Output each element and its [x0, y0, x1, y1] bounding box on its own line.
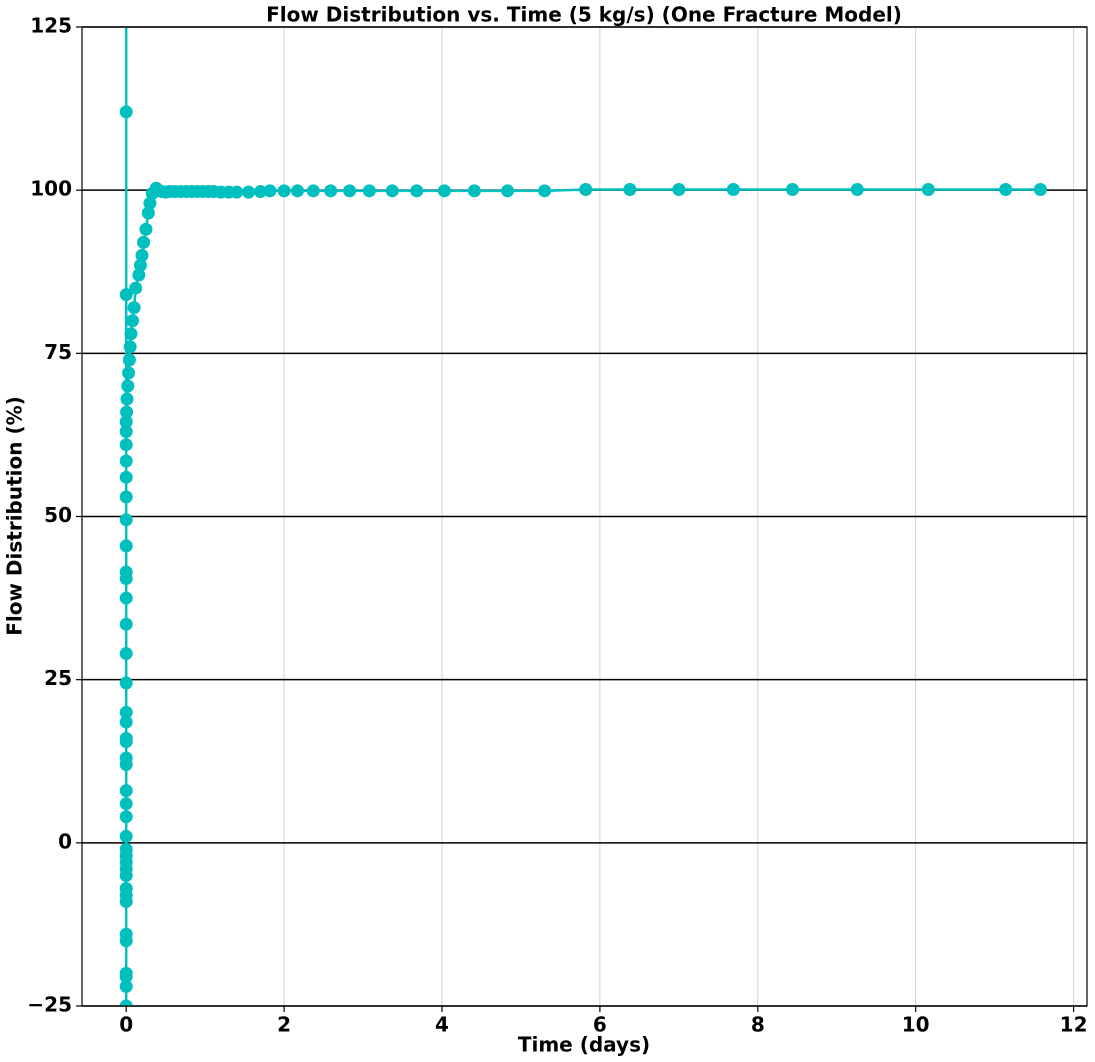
data-point: [579, 183, 593, 197]
data-point: [999, 183, 1013, 197]
x-tick-label: 10: [902, 1013, 930, 1037]
data-point: [119, 979, 133, 993]
data-point: [139, 222, 153, 236]
data-point: [124, 327, 138, 341]
data-point: [119, 810, 133, 824]
data-point: [137, 235, 151, 249]
data-point: [324, 184, 338, 198]
data-point: [538, 184, 552, 198]
data-point: [119, 999, 133, 1006]
x-tick-label: 12: [1060, 1013, 1088, 1037]
data-point: [119, 425, 133, 439]
data-point: [119, 829, 133, 843]
data-point: [119, 751, 133, 765]
data-point: [119, 490, 133, 504]
y-tick-label: 25: [44, 666, 72, 690]
x-tick-label: 4: [435, 1013, 449, 1037]
plot-frame: [81, 26, 1088, 1007]
data-point: [362, 184, 376, 198]
data-point: [141, 206, 155, 220]
data-point: [119, 966, 133, 980]
data-point: [119, 797, 133, 811]
data-point: [126, 314, 140, 328]
data-point: [385, 184, 399, 198]
data-point: [1033, 183, 1047, 197]
x-axis-label: Time (days): [518, 1033, 650, 1057]
data-point: [133, 258, 147, 272]
x-tick-label: 2: [277, 1013, 291, 1037]
data-point: [127, 301, 141, 315]
y-tick-label: 0: [58, 829, 72, 853]
data-point: [129, 281, 143, 295]
data-point: [263, 184, 277, 198]
data-point: [306, 184, 320, 198]
data-point: [119, 617, 133, 631]
data-point: [291, 184, 305, 198]
data-point: [119, 731, 133, 745]
data-point: [119, 438, 133, 452]
data-point: [120, 392, 134, 406]
data-point: [119, 454, 133, 468]
data-point: [119, 288, 133, 302]
data-point: [119, 676, 133, 690]
data-point: [921, 183, 935, 197]
chart-title: Flow Distribution vs. Time (5 kg/s) (One…: [266, 3, 902, 27]
data-point: [119, 513, 133, 527]
data-point: [343, 184, 357, 198]
data-point: [467, 184, 481, 198]
data-line: [124, 27, 1041, 1006]
data-point: [242, 185, 256, 199]
y-tick-label: 50: [44, 503, 72, 527]
data-point: [119, 882, 133, 896]
data-point: [672, 183, 686, 197]
data-point: [230, 185, 244, 199]
x-tick-label: 8: [751, 1013, 765, 1037]
data-point: [119, 842, 133, 856]
data-point: [119, 705, 133, 719]
data-point: [410, 184, 424, 198]
data-point: [119, 539, 133, 553]
data-point: [119, 415, 133, 429]
y-tick-label: 75: [44, 340, 72, 364]
data-point: [119, 927, 133, 941]
data-point: [253, 184, 267, 198]
y-axis-label: Flow Distribution (%): [3, 396, 27, 636]
data-point: [143, 196, 157, 210]
data-point: [437, 184, 451, 198]
data-point: [122, 366, 136, 380]
data-point: [277, 184, 291, 198]
y-tick-label: 100: [30, 177, 72, 201]
data-point: [123, 340, 137, 354]
data-point: [850, 183, 864, 197]
x-tick-label: 6: [593, 1013, 607, 1037]
data-point: [122, 353, 136, 367]
data-point: [121, 379, 135, 393]
data-point: [119, 647, 133, 661]
data-point: [120, 405, 134, 419]
data-point: [119, 591, 133, 605]
x-tick-label: 0: [119, 1013, 133, 1037]
data-point: [135, 248, 149, 262]
data-point: [726, 183, 740, 197]
data-point: [132, 268, 146, 282]
data-point: [119, 715, 133, 729]
data-point: [786, 183, 800, 197]
data-point: [623, 183, 637, 197]
y-tick-label: 125: [30, 14, 72, 38]
data-point: [119, 784, 133, 798]
data-point: [119, 470, 133, 484]
data-point: [119, 105, 133, 119]
data-point: [501, 184, 515, 198]
plot-area: [119, 27, 1047, 1006]
data-point: [119, 565, 133, 579]
y-tick-label: −25: [27, 993, 72, 1017]
